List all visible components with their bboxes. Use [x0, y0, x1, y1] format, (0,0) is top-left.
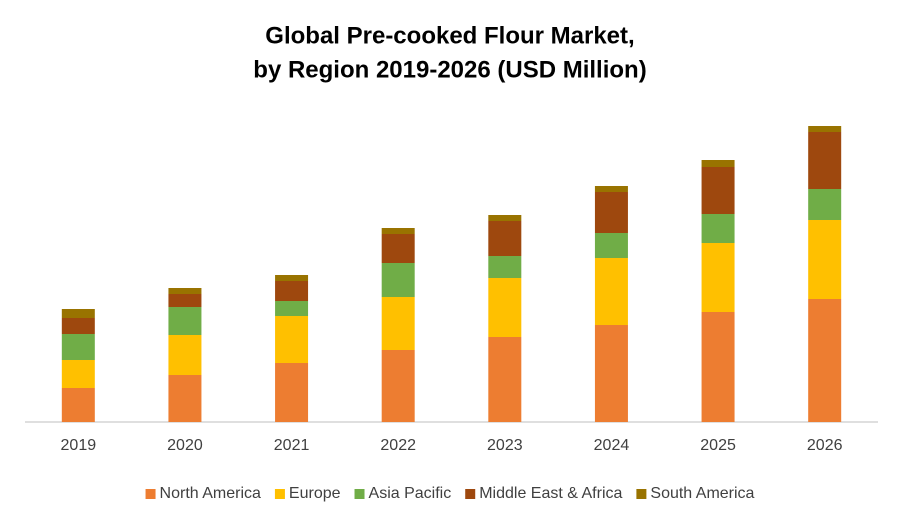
legend-swatch — [274, 489, 285, 499]
bar-segment — [808, 189, 842, 220]
x-tick-label: 2019 — [61, 437, 97, 454]
bar-segment — [701, 167, 735, 214]
bar-segment — [594, 186, 628, 192]
x-tick-label: 2023 — [487, 437, 523, 454]
bar-segment — [488, 278, 522, 337]
bar-segment — [61, 360, 95, 388]
legend-swatch — [145, 489, 156, 499]
bar-segment — [488, 337, 522, 422]
legend-label: North America — [160, 485, 261, 502]
legend-swatch — [354, 489, 365, 499]
chart-title: by Region 2019-2026 (USD Million) — [253, 56, 646, 83]
bar-segment — [275, 281, 309, 301]
bar-segment — [381, 228, 415, 234]
bar-segment — [275, 316, 309, 363]
legend-swatch — [465, 489, 476, 499]
bar-segment — [808, 132, 842, 189]
bar-segment — [594, 258, 628, 325]
x-tick-label: 2026 — [807, 437, 843, 454]
bar-segment — [275, 275, 309, 281]
bar-segment — [701, 160, 735, 167]
bar-segment — [381, 350, 415, 422]
x-tick-label: 2025 — [700, 437, 736, 454]
legend-swatch — [636, 489, 647, 499]
bar-segment — [381, 234, 415, 263]
chart-title: Global Pre-cooked Flour Market, — [265, 22, 634, 49]
bar-segment — [808, 299, 842, 422]
bar-segment — [488, 215, 522, 221]
bar-segment — [168, 294, 202, 307]
legend-label: Asia Pacific — [369, 485, 452, 502]
bar-segment — [61, 318, 95, 334]
legend-label: South America — [650, 485, 754, 502]
bar-segment — [701, 243, 735, 312]
x-tick-label: 2022 — [380, 437, 416, 454]
bar-segment — [808, 220, 842, 299]
bar-segment — [488, 221, 522, 256]
bar-segment — [61, 388, 95, 422]
bar-segment — [701, 214, 735, 243]
bar-segment — [61, 334, 95, 360]
bar-segment — [488, 256, 522, 278]
legend-label: Europe — [289, 485, 341, 502]
bar-segment — [168, 307, 202, 335]
bar-segment — [594, 233, 628, 258]
bar-segment — [381, 263, 415, 297]
x-tick-label: 2020 — [167, 437, 203, 454]
bar-segment — [381, 297, 415, 350]
bar-segment — [701, 312, 735, 422]
bar-segment — [168, 288, 202, 294]
bar-segment — [594, 192, 628, 233]
bar-segment — [275, 301, 309, 316]
bar-segment — [168, 335, 202, 375]
x-tick-label: 2021 — [274, 437, 310, 454]
bar-segment — [808, 126, 842, 132]
bar-segment — [275, 363, 309, 422]
bar-segment — [594, 325, 628, 422]
bar-segment — [61, 309, 95, 318]
bar-segment — [168, 375, 202, 422]
x-tick-label: 2024 — [594, 437, 630, 454]
legend-label: Middle East & Africa — [479, 485, 622, 502]
